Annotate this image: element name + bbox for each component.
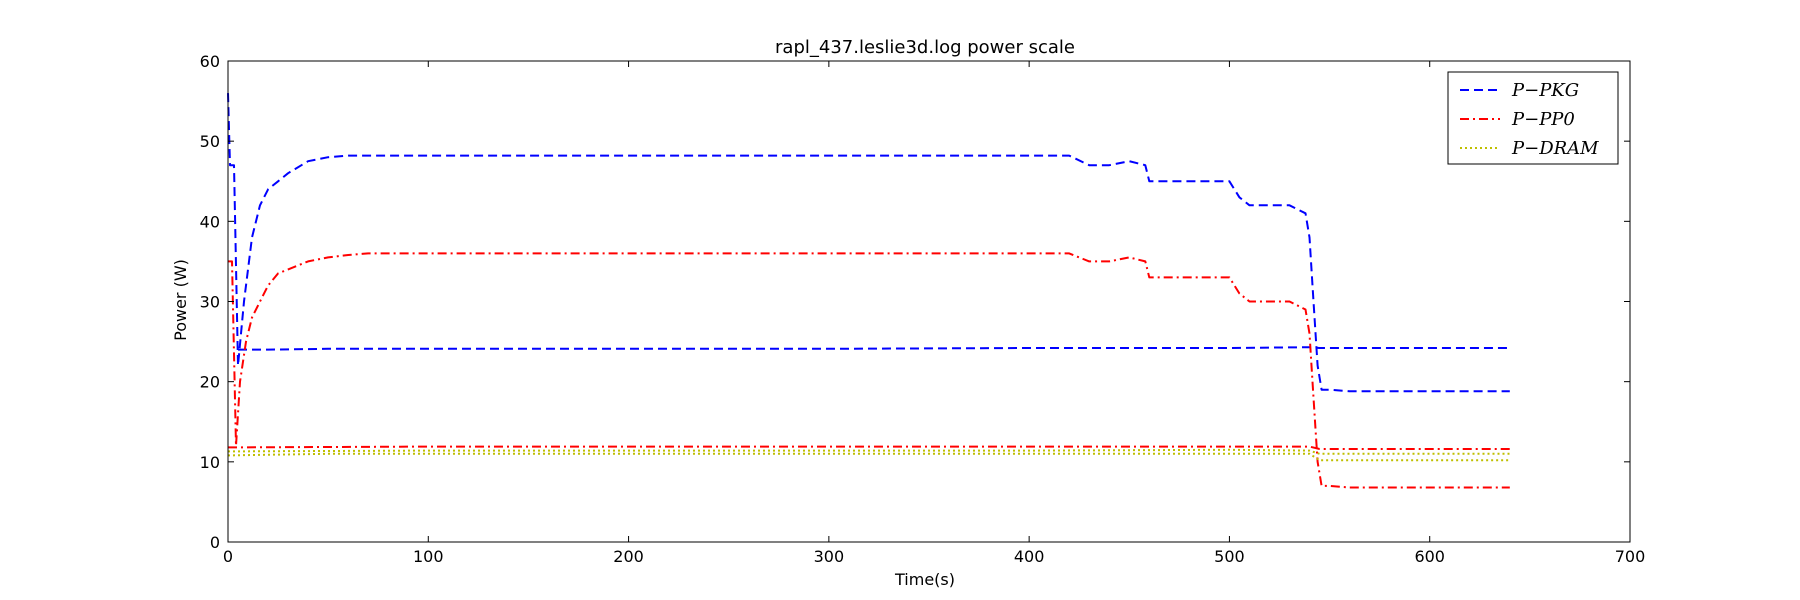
chart-title: rapl_437.leslie3d.log power scale	[775, 37, 1075, 58]
x-tick-label: 100	[413, 547, 444, 566]
series-line-3-2	[227, 448, 1510, 455]
series-line-2-2	[227, 445, 1510, 450]
legend-label: P−PKG	[1511, 80, 1579, 101]
plot-area-frame	[227, 60, 1631, 543]
series-line-1-1	[227, 93, 1510, 393]
legend-label: P−DRAM	[1511, 138, 1599, 159]
y-tick-label: 50	[200, 132, 220, 151]
x-tick-label: 200	[613, 547, 644, 566]
x-tick-label: 400	[1014, 547, 1045, 566]
y-tick-label: 30	[200, 293, 220, 312]
y-tick-label: 10	[200, 453, 220, 472]
x-tick-label: 300	[814, 547, 845, 566]
series-layer	[227, 93, 1510, 489]
ticks-layer: 0 100 200 300 400 500 600 700 0 10 20 30 40 50 60	[200, 52, 1646, 566]
x-tick-label: 500	[1214, 547, 1245, 566]
series-line-3-1	[227, 452, 1510, 462]
y-tick-label: 20	[200, 373, 220, 392]
series-line-1-2	[238, 346, 1510, 351]
legend: P−PKG P−PP0 P−DRAM	[1447, 71, 1619, 165]
x-tick-label: 700	[1615, 547, 1646, 566]
x-tick-label: 600	[1414, 547, 1445, 566]
x-tick-label: 0	[223, 547, 233, 566]
series-line-2-1	[228, 252, 1510, 489]
y-axis-label: Power (W)	[171, 259, 190, 341]
y-tick-label: 0	[210, 533, 220, 552]
y-tick-label: 40	[200, 212, 220, 231]
x-axis-label: Time(s)	[894, 570, 955, 589]
y-tick-label: 60	[200, 52, 220, 71]
legend-label: P−PP0	[1511, 109, 1575, 130]
